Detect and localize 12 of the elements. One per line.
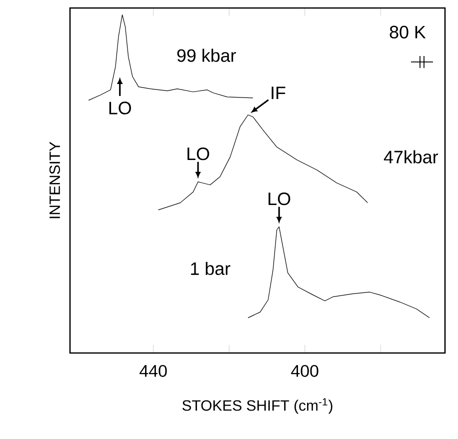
text: 47kbar bbox=[384, 150, 438, 164]
x-axis-title: STOKES SHIFT (cm$^{-1}$) bbox=[182, 398, 332, 414]
y-axis-title: INTENSITY bbox=[49, 142, 60, 218]
annotation: LO bbox=[109, 102, 131, 114]
annotation: IF bbox=[272, 86, 286, 100]
text: 1 bar bbox=[191, 262, 230, 276]
x-tick-label: 440 bbox=[140, 364, 167, 377]
x-tick-label: 400 bbox=[291, 364, 318, 377]
series-label: 99 kbar bbox=[177, 48, 236, 62]
annotation: LO bbox=[188, 147, 210, 160]
annotation: LO bbox=[268, 192, 290, 206]
annotation: 80 K bbox=[390, 26, 426, 38]
